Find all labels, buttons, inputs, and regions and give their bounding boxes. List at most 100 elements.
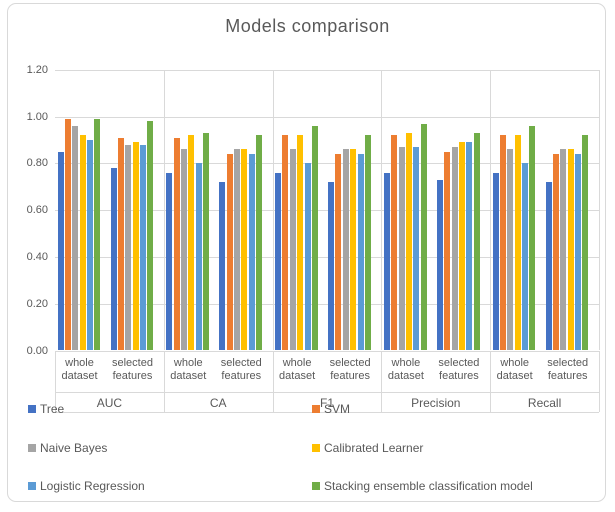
gridline-1.20 (55, 69, 599, 71)
bar-ca-selected-tree (219, 182, 226, 351)
bar-ca-whole-naive-bayes (181, 149, 187, 351)
bar-recall-whole-logistic-regression (522, 163, 529, 351)
legend-marker-icon (312, 482, 320, 490)
x-sublabel-recall-selected: selected features (547, 357, 589, 382)
x-axis-bottom-line (55, 412, 599, 413)
legend-label: Tree (40, 402, 65, 416)
gridline-0.80 (55, 163, 599, 165)
bar-precision-selected-stacking-ensemble-classification-model (473, 132, 480, 351)
chart-title: Models comparison (225, 16, 390, 36)
bar-recall-whole-naive-bayes (507, 149, 514, 351)
bar-recall-selected-svm (553, 153, 560, 351)
bar-precision-whole-svm (391, 135, 398, 351)
bar-recall-selected-tree (545, 182, 552, 351)
x-sublabel-recall-whole: whole dataset (496, 357, 533, 382)
bar-f1-selected-svm (335, 153, 342, 351)
bar-precision-selected-calibrated-learner (458, 142, 465, 351)
bar-f1-whole-tree (275, 172, 282, 351)
gridline-0.40 (55, 256, 599, 258)
bar-ca-selected-naive-bayes (234, 149, 240, 351)
bar-precision-whole-calibrated-learner (405, 132, 412, 351)
legend-item-naive-bayes: Naive Bayes (28, 441, 107, 455)
bar-auc-selected-calibrated-learner (132, 142, 139, 351)
legend-item-calibrated-learner: Calibrated Learner (312, 441, 423, 455)
bar-precision-selected-tree (436, 179, 443, 351)
bar-recall-selected-calibrated-learner (567, 149, 574, 351)
y-tick-0.00: 0.00 (26, 344, 48, 357)
bar-f1-selected-logistic-regression (357, 153, 364, 351)
bar-f1-selected-naive-bayes (342, 149, 349, 351)
legend-marker-icon (312, 444, 320, 452)
x-axis-group-divider (599, 350, 600, 412)
y-tick-1.00: 1.00 (26, 110, 48, 123)
bar-precision-selected-logistic-regression (466, 142, 473, 351)
legend-marker-icon (28, 482, 36, 490)
bar-ca-whole-svm (173, 137, 180, 351)
x-axis-group-divider (381, 350, 383, 412)
x-sublabel-f1-whole: whole dataset (279, 357, 316, 382)
bar-auc-whole-stacking-ensemble-classification-model (94, 118, 101, 351)
gridline-1.00 (55, 116, 599, 118)
bar-f1-whole-logistic-regression (304, 163, 311, 351)
bar-f1-whole-naive-bayes (289, 149, 296, 351)
bar-ca-selected-svm (226, 153, 233, 351)
legend-label: Stacking ensemble classification model (324, 479, 533, 493)
category-gridline (490, 69, 492, 351)
bar-auc-selected-svm (117, 137, 124, 351)
bar-auc-selected-logistic-regression (139, 144, 146, 351)
x-group-label-ca: CA (209, 396, 227, 410)
bar-ca-selected-logistic-regression (248, 153, 255, 351)
bar-precision-selected-svm (444, 151, 451, 351)
bar-auc-whole-logistic-regression (86, 139, 93, 351)
legend-marker-icon (312, 405, 320, 413)
x-sublabel-auc-whole: whole dataset (61, 357, 98, 382)
bar-f1-whole-calibrated-learner (297, 135, 304, 351)
bar-auc-whole-tree (57, 151, 64, 351)
y-tick-0.20: 0.20 (26, 297, 48, 310)
legend-label: Calibrated Learner (324, 441, 424, 455)
bar-auc-selected-tree (110, 167, 117, 351)
x-axis-group-divider (272, 350, 274, 412)
x-group-label-recall: Recall (527, 396, 562, 410)
x-sublabel-f1-selected: selected features (329, 357, 371, 382)
category-gridline (272, 69, 274, 351)
x-axis-group-divider (490, 350, 492, 412)
bar-f1-selected-calibrated-learner (350, 149, 357, 351)
bar-ca-whole-tree (166, 172, 173, 351)
bar-precision-whole-naive-bayes (398, 146, 405, 351)
bar-auc-selected-stacking-ensemble-classification-model (147, 121, 154, 351)
bar-ca-whole-calibrated-learner (188, 135, 195, 351)
bar-f1-selected-tree (328, 182, 335, 351)
x-sublabel-precision-selected: selected features (438, 357, 480, 382)
category-gridline (163, 69, 165, 351)
bar-precision-selected-naive-bayes (451, 146, 458, 351)
bar-auc-whole-naive-bayes (72, 125, 79, 351)
x-sublabel-precision-whole: whole dataset (387, 357, 424, 382)
bar-f1-selected-stacking-ensemble-classification-model (364, 135, 371, 351)
x-sublabel-ca-selected: selected features (220, 357, 262, 382)
bar-auc-whole-svm (64, 118, 71, 351)
legend-item-svm: SVM (312, 402, 350, 416)
legend-label: Naive Bayes (40, 441, 108, 455)
legend-marker-icon (28, 444, 36, 452)
x-sublabel-ca-whole: whole dataset (170, 357, 207, 382)
category-gridline (599, 69, 600, 351)
x-axis-line (55, 350, 599, 352)
y-tick-0.40: 0.40 (26, 250, 48, 263)
bar-auc-whole-calibrated-learner (79, 135, 86, 351)
bar-precision-whole-stacking-ensemble-classification-model (420, 123, 427, 351)
x-axis-group-divider (55, 350, 56, 412)
x-group-label-auc: AUC (96, 396, 123, 410)
category-gridline (381, 69, 383, 351)
bar-f1-whole-svm (282, 135, 289, 351)
bar-recall-selected-logistic-regression (575, 153, 582, 351)
x-group-label-f1: F1 (319, 396, 334, 410)
bar-ca-whole-stacking-ensemble-classification-model (203, 132, 210, 351)
y-tick-1.20: 1.20 (26, 63, 48, 76)
y-tick-0.80: 0.80 (26, 157, 48, 170)
y-tick-0.60: 0.60 (26, 204, 48, 217)
x-group-label-precision: Precision (411, 396, 461, 410)
bar-f1-whole-stacking-ensemble-classification-model (311, 125, 318, 351)
